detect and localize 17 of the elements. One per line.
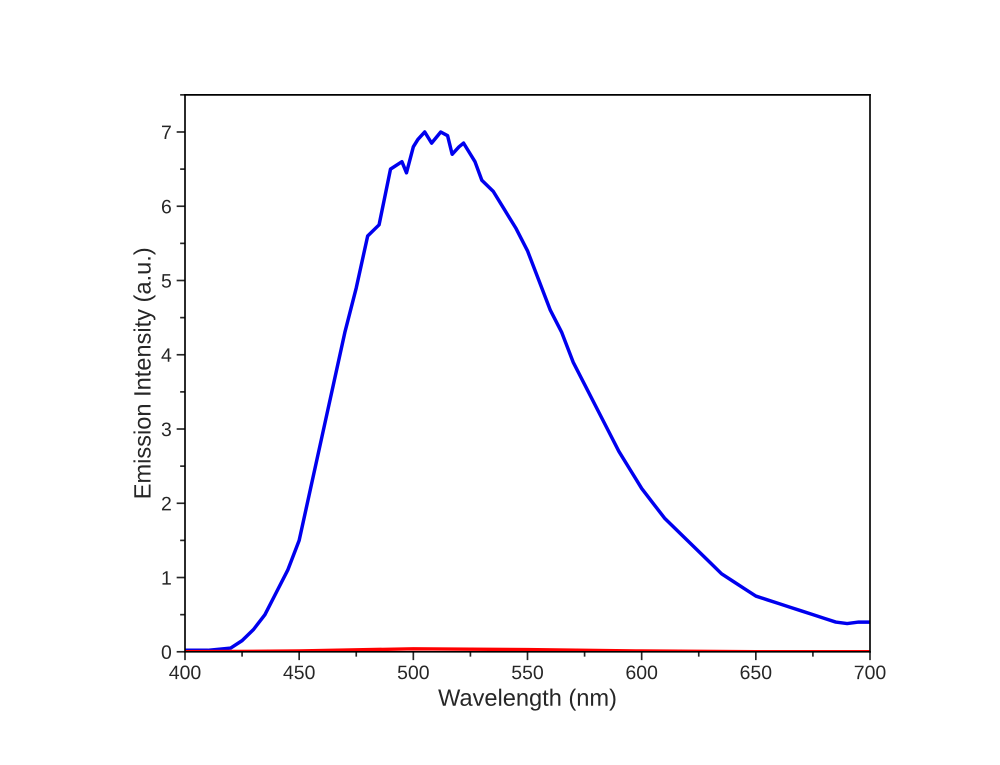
x-tick-label: 450: [283, 665, 315, 680]
y-tick-label: 4: [161, 348, 172, 362]
x-tick-label: 650: [740, 665, 772, 680]
x-tick-label: 400: [169, 665, 200, 680]
x-tick-label: 600: [626, 665, 658, 680]
y-tick-label: 7: [162, 126, 171, 140]
y-tick-label: 3: [162, 422, 171, 436]
y-tick-label: 5: [162, 274, 171, 288]
y-tick-label: 6: [162, 200, 171, 214]
y-tick-label: 1: [162, 571, 171, 585]
x-tick-label: 700: [854, 665, 886, 680]
x-axis-title: Wavelength (nm): [438, 688, 616, 711]
y-axis-title: Emission Intensity (a.u.): [133, 248, 156, 498]
x-tick-label: 500: [398, 665, 429, 680]
y-tick-label: 2: [162, 496, 171, 510]
x-tick-label: 550: [512, 665, 543, 680]
y-tick-label: 0: [162, 645, 172, 660]
